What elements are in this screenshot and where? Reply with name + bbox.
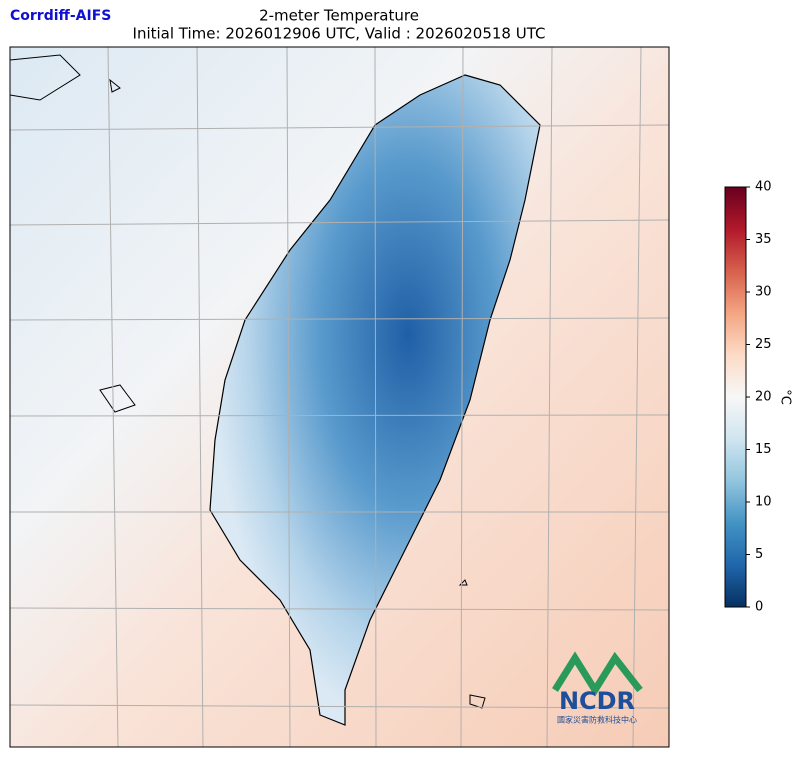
tick-label: 0	[755, 600, 763, 615]
map	[10, 47, 669, 747]
subtitle: Initial Time: 2026012906 UTC, Valid : 20…	[133, 25, 546, 43]
tick-label: 20	[755, 390, 772, 405]
tick-label: 40	[755, 180, 772, 195]
brand: Corrdiff-AIFS	[10, 8, 111, 24]
tick-label: 35	[755, 232, 772, 247]
tick-label: 30	[755, 285, 772, 300]
colorbar-ramp	[724, 186, 747, 608]
logo-name: NCDR	[559, 687, 635, 715]
graticule	[10, 47, 669, 747]
tick-label: 10	[755, 495, 772, 510]
taiwan	[209, 74, 541, 726]
logo: NCDR 國家災害防救科技中心	[552, 651, 643, 725]
tick-label: 5	[755, 547, 763, 562]
title: 2-meter Temperature	[259, 7, 419, 25]
map-frame	[9, 46, 670, 748]
logo-mark	[552, 651, 643, 697]
islands	[10, 54, 486, 709]
colorbar: 0 5 10 15 20 25 30 35 40	[724, 180, 772, 615]
logo-org: 國家災害防救科技中心	[557, 715, 637, 725]
tick-label: 15	[755, 442, 772, 457]
tick-label: 25	[755, 337, 772, 352]
colorbar-label: °C	[778, 389, 793, 405]
